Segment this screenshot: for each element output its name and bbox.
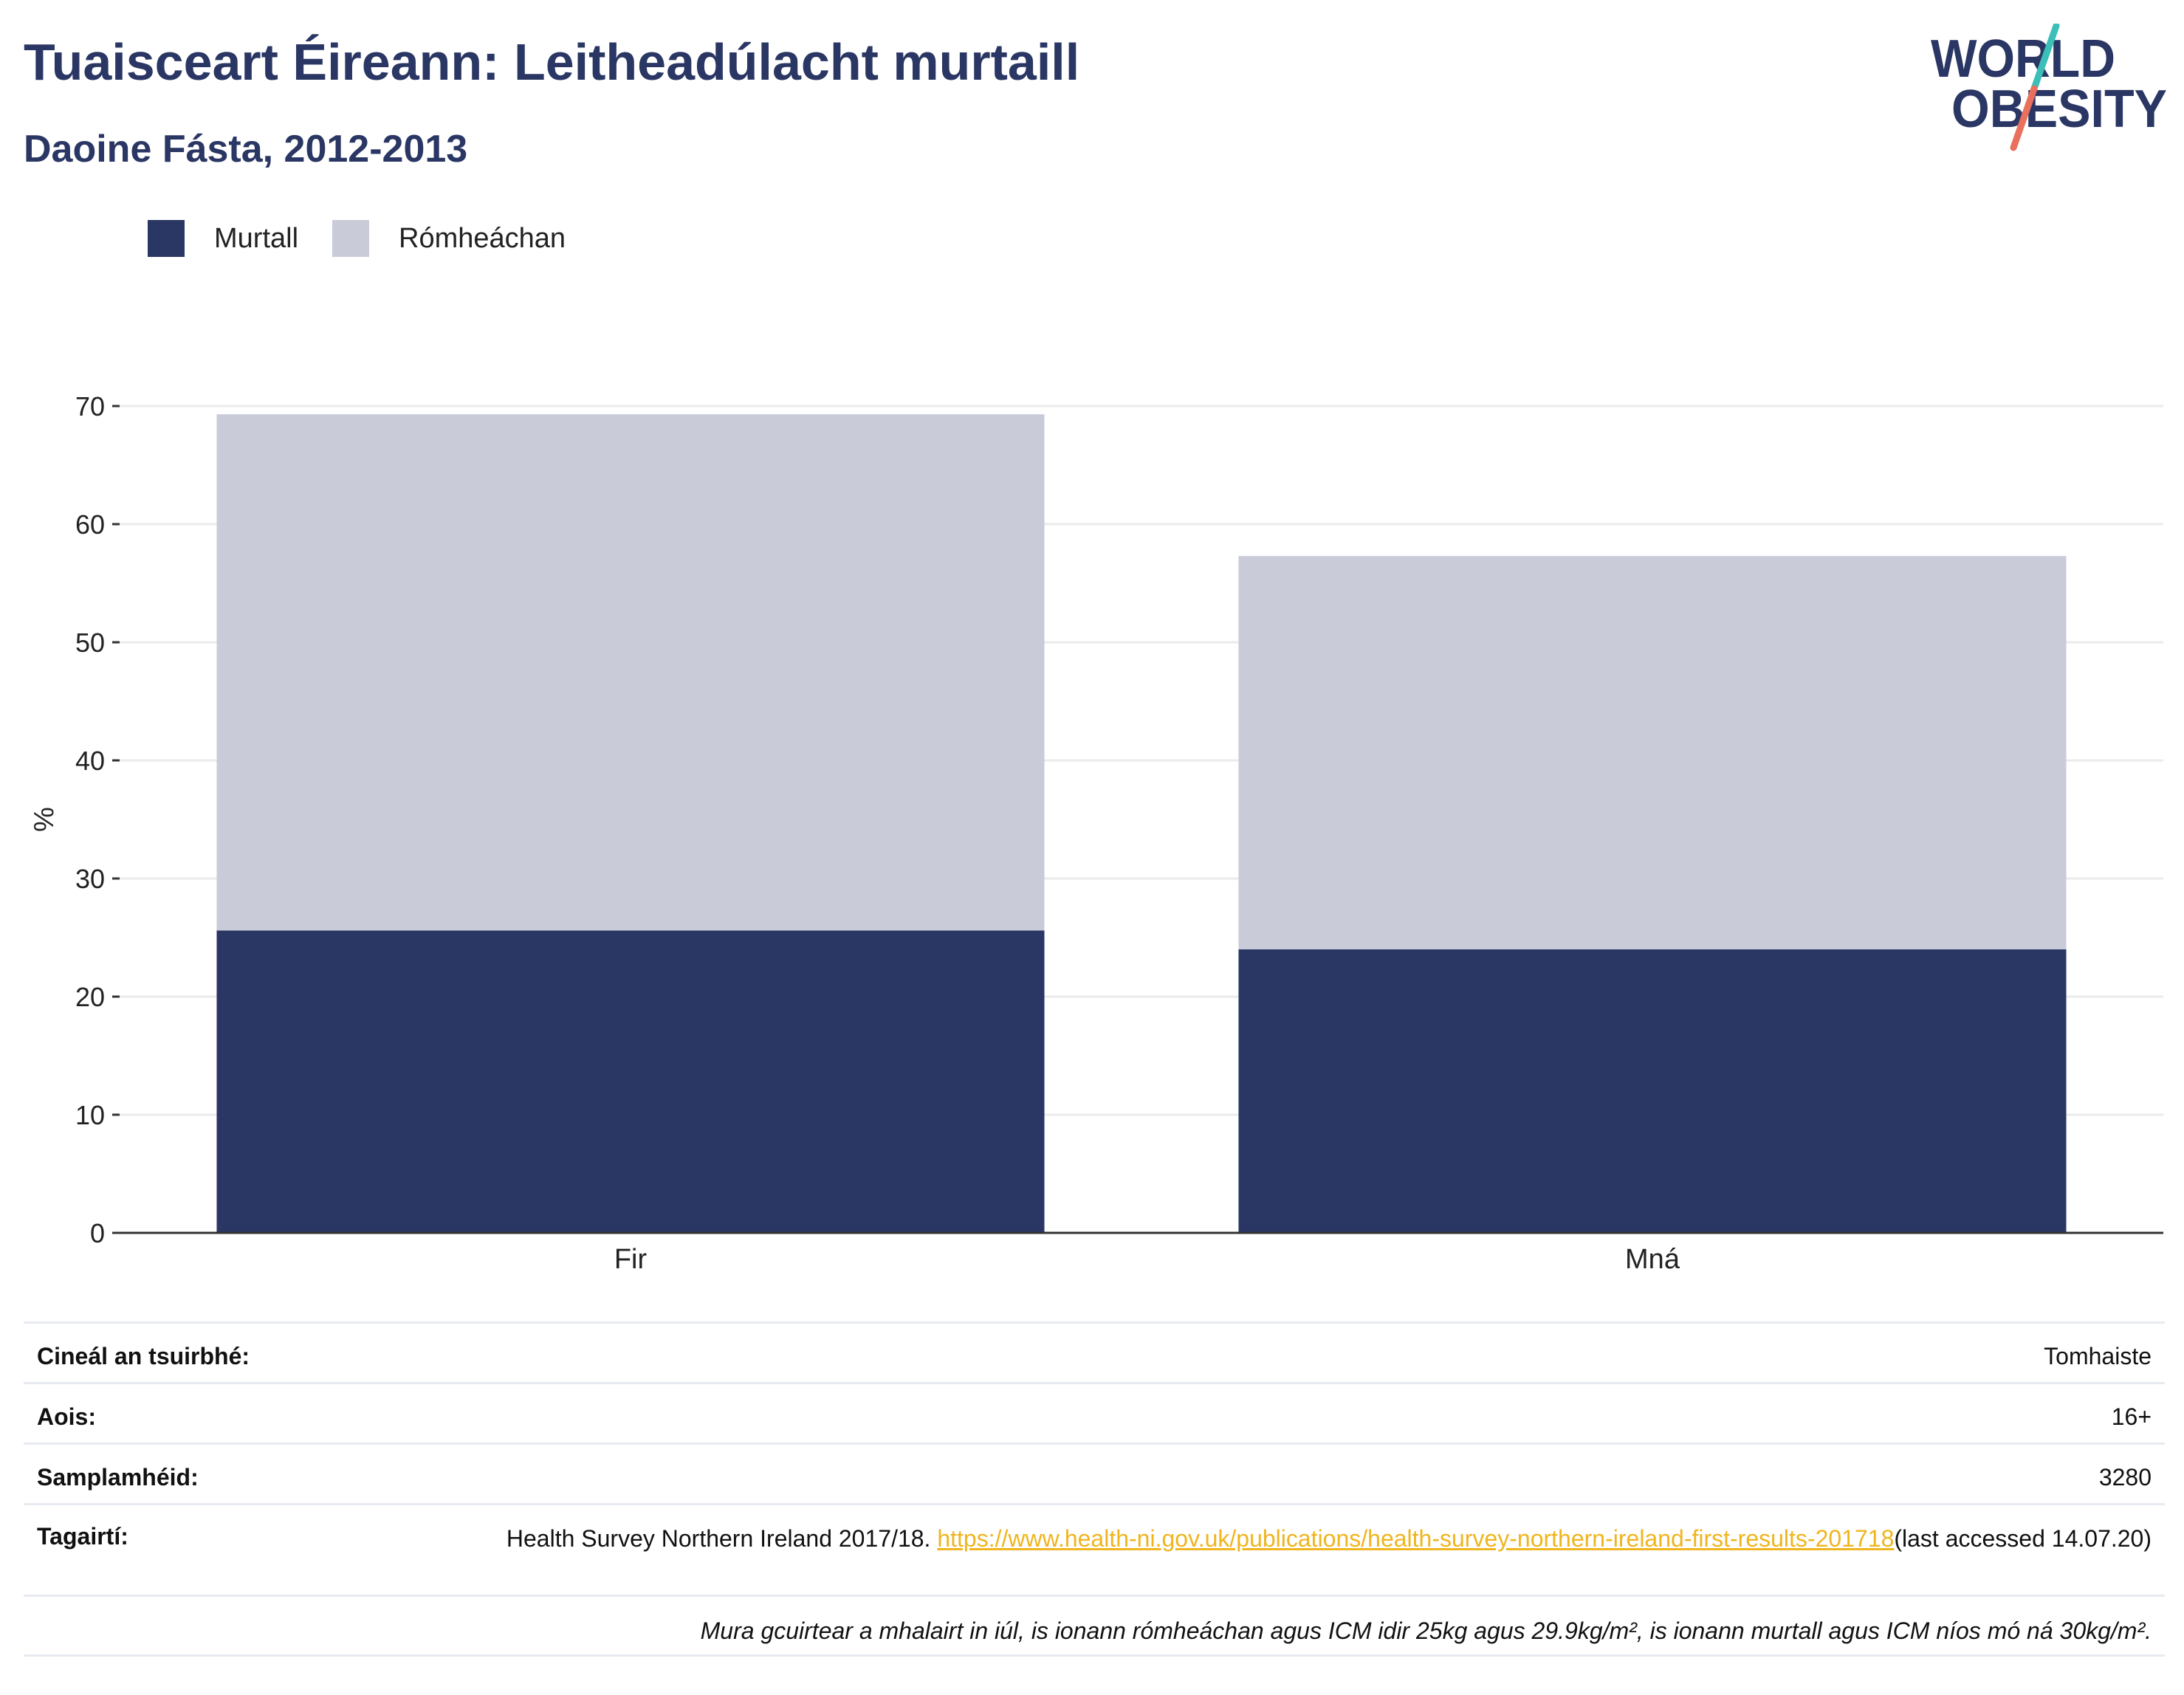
legend-label-romheachan: Rómheáchan bbox=[399, 222, 566, 254]
survey-type-label: Cineál an tsuirbhé: bbox=[37, 1343, 250, 1369]
y-tick-label: 30 bbox=[75, 864, 105, 894]
reference-source: Health Survey Northern Ireland 2017/18. bbox=[506, 1525, 938, 1552]
reference-link[interactable]: https://www.health-ni.gov.uk/publication… bbox=[937, 1525, 1895, 1552]
survey-info-table: Cineál an tsuirbhé: Tomhaiste Aois: 16+ … bbox=[24, 1321, 2165, 1657]
bar-murtall-1 bbox=[1238, 949, 2067, 1233]
reference-text: Health Survey Northern Ireland 2017/18. … bbox=[453, 1523, 2152, 1554]
y-tick-label: 0 bbox=[90, 1218, 105, 1248]
logo-line2: OBESITY bbox=[1951, 80, 2167, 139]
world-obesity-logo: WORLD OBESITY bbox=[1931, 24, 2167, 151]
logo-slash-teal bbox=[2030, 24, 2060, 92]
bar-romheachan-1 bbox=[1238, 556, 2067, 949]
stacked-bar-chart: 0 10 20 30 40 50 60 70 Fir Mná% bbox=[29, 391, 2163, 1275]
x-tick-label: Fir bbox=[614, 1244, 648, 1275]
info-row-note: Mura gcuirtear a mhalairt in iúl, is ion… bbox=[24, 1595, 2165, 1657]
survey-type-value: Tomhaiste bbox=[2044, 1343, 2152, 1369]
references-label: Tagairtí: bbox=[37, 1523, 128, 1550]
legend-item-murtall[interactable]: Murtall bbox=[148, 220, 298, 257]
logo-slash-coral bbox=[2010, 85, 2038, 151]
bar-murtall-0 bbox=[216, 930, 1045, 1233]
info-row-survey-type: Cineál an tsuirbhé: Tomhaiste bbox=[24, 1321, 2165, 1382]
info-row-age: Aois: 16+ bbox=[24, 1382, 2165, 1443]
legend-label-murtall: Murtall bbox=[214, 222, 299, 254]
y-tick-label: 70 bbox=[75, 391, 105, 422]
y-tick-label: 50 bbox=[75, 628, 105, 658]
legend-item-romheachan[interactable]: Rómheáchan bbox=[332, 220, 566, 257]
bar-romheachan-0 bbox=[216, 414, 1045, 931]
y-tick-label: 20 bbox=[75, 982, 105, 1012]
chart-subtitle: Daoine Fásta, 2012-2013 bbox=[24, 128, 468, 171]
reference-accessed: (last accessed 14.07.20) bbox=[1894, 1525, 2152, 1552]
logo-line1: WORLD bbox=[1931, 30, 2115, 89]
age-value: 16+ bbox=[2111, 1403, 2152, 1430]
sample-size-value: 3280 bbox=[2098, 1464, 2152, 1491]
y-tick-label: 10 bbox=[75, 1100, 105, 1130]
sample-size-label: Samplamhéid: bbox=[37, 1464, 199, 1491]
info-row-sample-size: Samplamhéid: 3280 bbox=[24, 1443, 2165, 1503]
legend-swatch-romheachan bbox=[332, 220, 370, 257]
x-tick-label: Mná bbox=[1625, 1244, 1680, 1275]
info-row-references: Tagairtí: Health Survey Northern Ireland… bbox=[24, 1503, 2165, 1595]
chart-legend: Murtall Rómheáchan bbox=[148, 219, 600, 258]
y-tick-label: 60 bbox=[75, 509, 105, 540]
definition-note: Mura gcuirtear a mhalairt in iúl, is ion… bbox=[700, 1617, 2152, 1644]
y-axis-label: % bbox=[29, 807, 60, 832]
chart-title: Tuaisceart Éireann: Leitheadúlacht murta… bbox=[24, 33, 1080, 91]
y-tick-label: 40 bbox=[75, 746, 105, 776]
age-label: Aois: bbox=[37, 1403, 96, 1430]
legend-swatch-murtall bbox=[148, 220, 185, 257]
